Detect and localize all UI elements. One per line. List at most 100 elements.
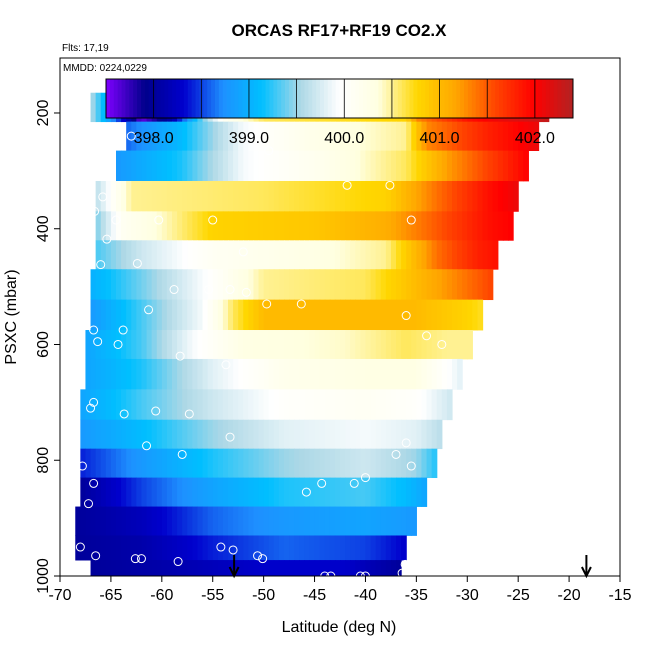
curtain-cell (441, 211, 448, 241)
colorbar-segment (246, 79, 251, 118)
curtain-cell (309, 121, 316, 151)
curtain-cell (156, 419, 163, 450)
curtain-cell (370, 506, 377, 536)
curtain-cell (126, 330, 132, 360)
curtain-cell (396, 121, 402, 151)
curtain-cell (324, 477, 331, 507)
curtain-cell (436, 150, 443, 182)
curtain-cell (385, 560, 392, 576)
curtain-cell (146, 389, 153, 421)
curtain-cell (187, 150, 193, 182)
curtain-cell (380, 299, 387, 331)
curtain-cell (294, 299, 300, 331)
curtain-cell (192, 299, 199, 331)
curtain-cell (172, 269, 178, 301)
curtain-cell (212, 180, 219, 212)
curtain-cell (304, 448, 311, 479)
curtain-cell (90, 560, 97, 576)
curtain-cell (156, 240, 163, 270)
curtain-cell (273, 506, 280, 536)
x-tick-label: -65 (99, 587, 122, 604)
sample-point (65, 533, 75, 543)
curtain-cell (95, 330, 102, 360)
curtain-cell (126, 121, 132, 151)
curtain-cell (268, 211, 275, 241)
colorbar-segment (425, 79, 430, 118)
curtain-cell (329, 506, 336, 536)
sample-point (360, 473, 370, 483)
curtain-cell (90, 477, 97, 507)
y-tick-label: 600 (35, 331, 52, 358)
curtain-cell (268, 299, 275, 331)
curtain-cell (492, 150, 499, 182)
curtain-cell (426, 211, 433, 241)
curtain-cell (187, 269, 193, 301)
curtain-cell (319, 299, 326, 331)
curtain-cell (401, 269, 407, 301)
x-tick-label: -30 (456, 587, 479, 604)
curtain-cell (355, 269, 361, 301)
curtain-cell (375, 180, 382, 212)
curtain-cell (151, 358, 158, 390)
curtain-cell (136, 506, 143, 536)
curtain-cell (406, 269, 412, 301)
curtain-cell (411, 419, 417, 450)
curtain-cell (80, 389, 87, 421)
curtain-cell (233, 560, 239, 576)
curtain-cell (284, 180, 290, 212)
curtain-cell (141, 560, 148, 576)
curtain-cell (314, 240, 321, 270)
curtain-cell (136, 299, 143, 331)
colorbar-segment (479, 79, 484, 118)
curtain-cell (100, 211, 107, 241)
curtain-cell (401, 419, 407, 450)
curtain-cell (426, 419, 433, 450)
curtain-cell (131, 240, 137, 270)
sample-point (169, 285, 179, 295)
curtain-cell (477, 150, 484, 182)
curtain-cell (273, 330, 280, 360)
curtain-cell (141, 535, 148, 561)
curtain-cell (375, 269, 382, 301)
curtain-cell (146, 269, 153, 301)
curtain-cell (355, 560, 361, 576)
curtain-cell (156, 448, 163, 479)
curtain-cell (105, 180, 112, 212)
curtain-cell (436, 240, 443, 270)
curtain-cell (416, 150, 423, 182)
curtain-cell (136, 121, 143, 151)
curtain-cell (502, 121, 509, 151)
curtain-cell (222, 419, 229, 450)
curtain-cell (401, 389, 407, 421)
curtain-cell (177, 535, 183, 561)
curtain-cell (462, 330, 468, 360)
curtain-cell (278, 477, 285, 507)
curtain-cell (370, 330, 377, 360)
curtain-cell (390, 358, 397, 390)
curtain-cell (350, 389, 356, 421)
curtain-cell (477, 121, 484, 151)
curtain-cell (222, 448, 229, 479)
curtain-cell (151, 506, 158, 536)
curtain-cell (126, 477, 132, 507)
sample-point (401, 438, 411, 448)
curtain-cell (156, 535, 163, 561)
curtain-cell (370, 419, 377, 450)
curtain-cell (233, 330, 239, 360)
curtain-cell (278, 240, 285, 270)
sample-point (89, 325, 99, 335)
curtain-cell (207, 180, 214, 212)
curtain-cell (299, 358, 305, 390)
curtain-cell (80, 419, 87, 450)
curtain-cell (202, 269, 209, 301)
curtain-cell (497, 211, 504, 241)
curtain-cell (263, 121, 270, 151)
curtain-cell (426, 240, 433, 270)
curtain-cell (350, 506, 356, 536)
curtain-cell (304, 358, 311, 390)
curtain-cell (431, 211, 438, 241)
colorbar-segment (335, 79, 340, 118)
curtain-cell (212, 269, 219, 301)
curtain-cell (411, 477, 417, 507)
curtain-cell (187, 535, 193, 561)
